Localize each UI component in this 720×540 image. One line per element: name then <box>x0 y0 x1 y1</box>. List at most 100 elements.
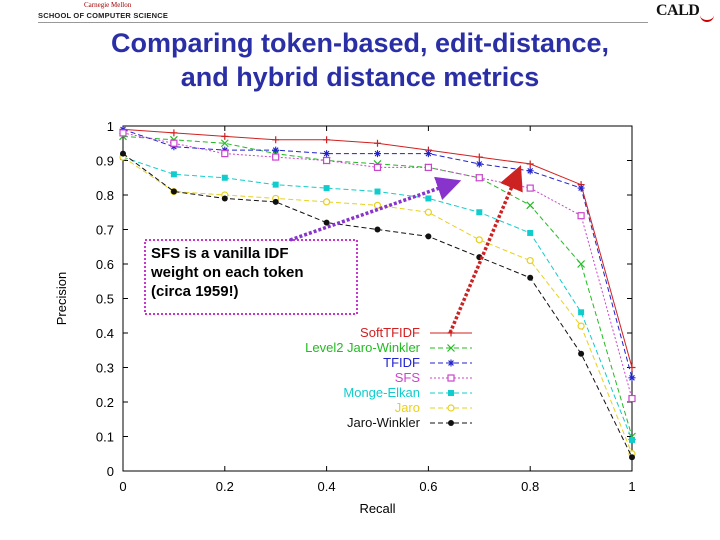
series-monge-elkan <box>120 154 635 443</box>
legend-label: TFIDF <box>383 355 420 370</box>
y-axis-label: Precision <box>54 272 69 325</box>
data-point <box>475 174 483 182</box>
x-tick-label: 0 <box>119 479 126 494</box>
y-tick-label: 0.6 <box>96 257 114 272</box>
data-point <box>221 150 229 158</box>
data-point <box>323 150 331 158</box>
data-point <box>323 185 330 192</box>
slide-title: Comparing token-based, edit-distance, an… <box>40 26 680 94</box>
y-tick-label: 0.5 <box>96 292 114 307</box>
data-point <box>577 212 585 220</box>
y-tick-label: 0.8 <box>96 188 114 203</box>
y-tick-label: 0 <box>107 464 114 479</box>
data-point <box>526 160 534 168</box>
annotation-arrow-sfs <box>289 176 462 242</box>
y-tick-label: 0.4 <box>96 326 114 341</box>
x-tick-label: 0.2 <box>216 479 234 494</box>
data-point <box>527 229 534 236</box>
data-point <box>221 195 228 202</box>
data-point <box>221 132 229 140</box>
data-point <box>475 153 483 161</box>
logo-swoosh <box>700 14 714 22</box>
x-tick-label: 1 <box>628 479 635 494</box>
data-point <box>425 233 432 240</box>
data-point <box>629 454 635 461</box>
data-point <box>578 350 585 357</box>
annotation: SFS is a vanilla IDF weight on each token… <box>144 239 358 315</box>
data-point <box>629 436 635 443</box>
series-jaro-winkler <box>120 150 635 461</box>
legend-marker <box>447 344 455 352</box>
x-tick-label: 0.4 <box>318 479 336 494</box>
data-point <box>526 256 534 265</box>
legend-marker <box>447 404 455 412</box>
data-point <box>374 188 381 195</box>
data-point <box>221 174 228 181</box>
y-tick-label: 0.7 <box>96 223 114 238</box>
data-point <box>272 146 280 154</box>
data-point <box>119 129 127 137</box>
legend-label: Monge-Elkan <box>343 385 420 400</box>
school-name: SCHOOL OF COMPUTER SCIENCE <box>38 11 169 20</box>
data-point <box>424 163 432 171</box>
legend-marker <box>447 359 455 367</box>
data-point <box>170 171 177 178</box>
data-point <box>628 394 636 403</box>
slide-title-line-1: Comparing token-based, edit-distance, <box>110 28 610 58</box>
legend-marker <box>447 374 455 382</box>
data-point <box>526 184 534 192</box>
annotation-text: SFS is a vanilla IDF <box>151 245 289 262</box>
data-point <box>526 167 534 175</box>
x-tick-label: 0.8 <box>521 479 539 494</box>
data-point <box>476 209 483 216</box>
y-tick-label: 0.9 <box>96 154 114 169</box>
data-point <box>577 260 586 268</box>
data-point <box>374 139 381 147</box>
data-point <box>272 198 279 205</box>
x-tick-label: 0.6 <box>419 479 437 494</box>
legend-label: Jaro <box>395 400 420 415</box>
legend-marker <box>448 420 454 426</box>
y-tick-label: 0.2 <box>96 395 114 410</box>
data-point <box>170 129 178 137</box>
university-name: Carnegie Mellon <box>84 1 132 9</box>
data-point <box>272 136 280 144</box>
cald-logo: CALD <box>656 2 700 19</box>
y-tick-label: 0.3 <box>96 361 114 376</box>
series-sfs <box>119 129 636 403</box>
axis-ticks: 0 0.2 0.4 0.6 0.8 1 0 0.1 0.2 0.3 0.4 0.5 0.6 0.7 0.8 0… <box>96 119 636 494</box>
data-point <box>272 181 279 188</box>
y-tick-label: 0.1 <box>96 430 114 445</box>
data-point <box>120 150 126 157</box>
data-point <box>272 153 280 161</box>
data-point <box>527 274 534 281</box>
data-point <box>475 160 483 168</box>
annotation-text: (circa 1959!) <box>151 283 239 300</box>
x-axis-label: Recall <box>359 501 395 516</box>
data-point <box>577 184 585 192</box>
slide-header: Carnegie Mellon SCHOOL OF COMPUTER SCIEN… <box>0 0 720 24</box>
data-point <box>424 150 432 158</box>
data-point <box>374 226 381 233</box>
data-point <box>323 156 331 165</box>
annotation-arrow-softtfidf <box>448 165 523 334</box>
data-point <box>577 322 585 330</box>
data-point <box>323 219 330 226</box>
data-point <box>425 195 432 202</box>
y-tick-label: 1 <box>107 119 114 134</box>
data-point <box>323 198 331 206</box>
legend-marker <box>448 390 454 396</box>
data-point <box>170 139 178 147</box>
data-point <box>170 188 177 195</box>
legend-label: Jaro-Winkler <box>347 415 421 430</box>
header-divider <box>38 22 648 23</box>
annotation-box <box>144 239 358 315</box>
data-point <box>323 136 331 144</box>
data-point <box>475 236 483 244</box>
data-point <box>526 201 535 210</box>
legend-label: SFS <box>395 370 421 385</box>
annotation-text: weight on each token <box>150 264 304 281</box>
slide-title-line-2: and hybrid distance metrics <box>180 62 540 92</box>
